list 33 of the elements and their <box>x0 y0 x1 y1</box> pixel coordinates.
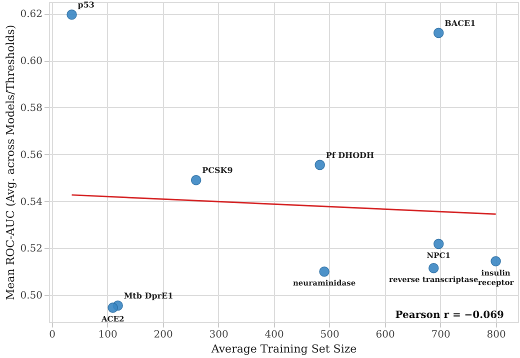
point <box>428 262 439 274</box>
annotation: Pf DHODH <box>326 150 374 160</box>
point <box>108 302 118 313</box>
x-tick-label: 100 <box>98 330 118 340</box>
point <box>314 160 325 170</box>
annotation: Pearson r = −0.069 <box>395 310 504 321</box>
point <box>490 256 501 266</box>
x-tick-label: 300 <box>209 330 228 340</box>
y-tick-label: 0.50 <box>20 290 42 302</box>
point <box>433 28 444 38</box>
y-tick-label: 0.58 <box>20 102 42 114</box>
annotation: Mtb DprE1 <box>124 290 174 301</box>
x-axis-title: Average Training Set Size <box>210 342 357 356</box>
point <box>319 266 330 277</box>
y-tick-label: 0.60 <box>20 56 42 68</box>
y-tick-label: 0.54 <box>20 196 42 208</box>
x-tick-label: 700 <box>431 330 450 340</box>
x-tick-label: 200 <box>154 330 173 340</box>
annotation: PCSK9 <box>202 165 234 176</box>
x-tick-label: 0 <box>49 330 56 340</box>
x-tick-label: 500 <box>320 330 340 340</box>
y-tick-label: 0.62 <box>20 9 42 20</box>
x-tick-label: 400 <box>264 330 284 340</box>
point <box>433 238 444 250</box>
point <box>66 10 77 20</box>
x-tick-label: 600 <box>376 330 395 340</box>
annotation: BACE1 <box>444 18 476 28</box>
x-tick-label: 800 <box>486 330 506 340</box>
y-tick-label: 0.56 <box>20 150 42 161</box>
y-tick-label: 0.52 <box>20 244 42 255</box>
annotation: p53 <box>78 0 95 10</box>
point <box>190 175 202 186</box>
y-axis-title: Mean ROC-AUC (Avg. across Models/Thresholds) <box>4 24 18 300</box>
